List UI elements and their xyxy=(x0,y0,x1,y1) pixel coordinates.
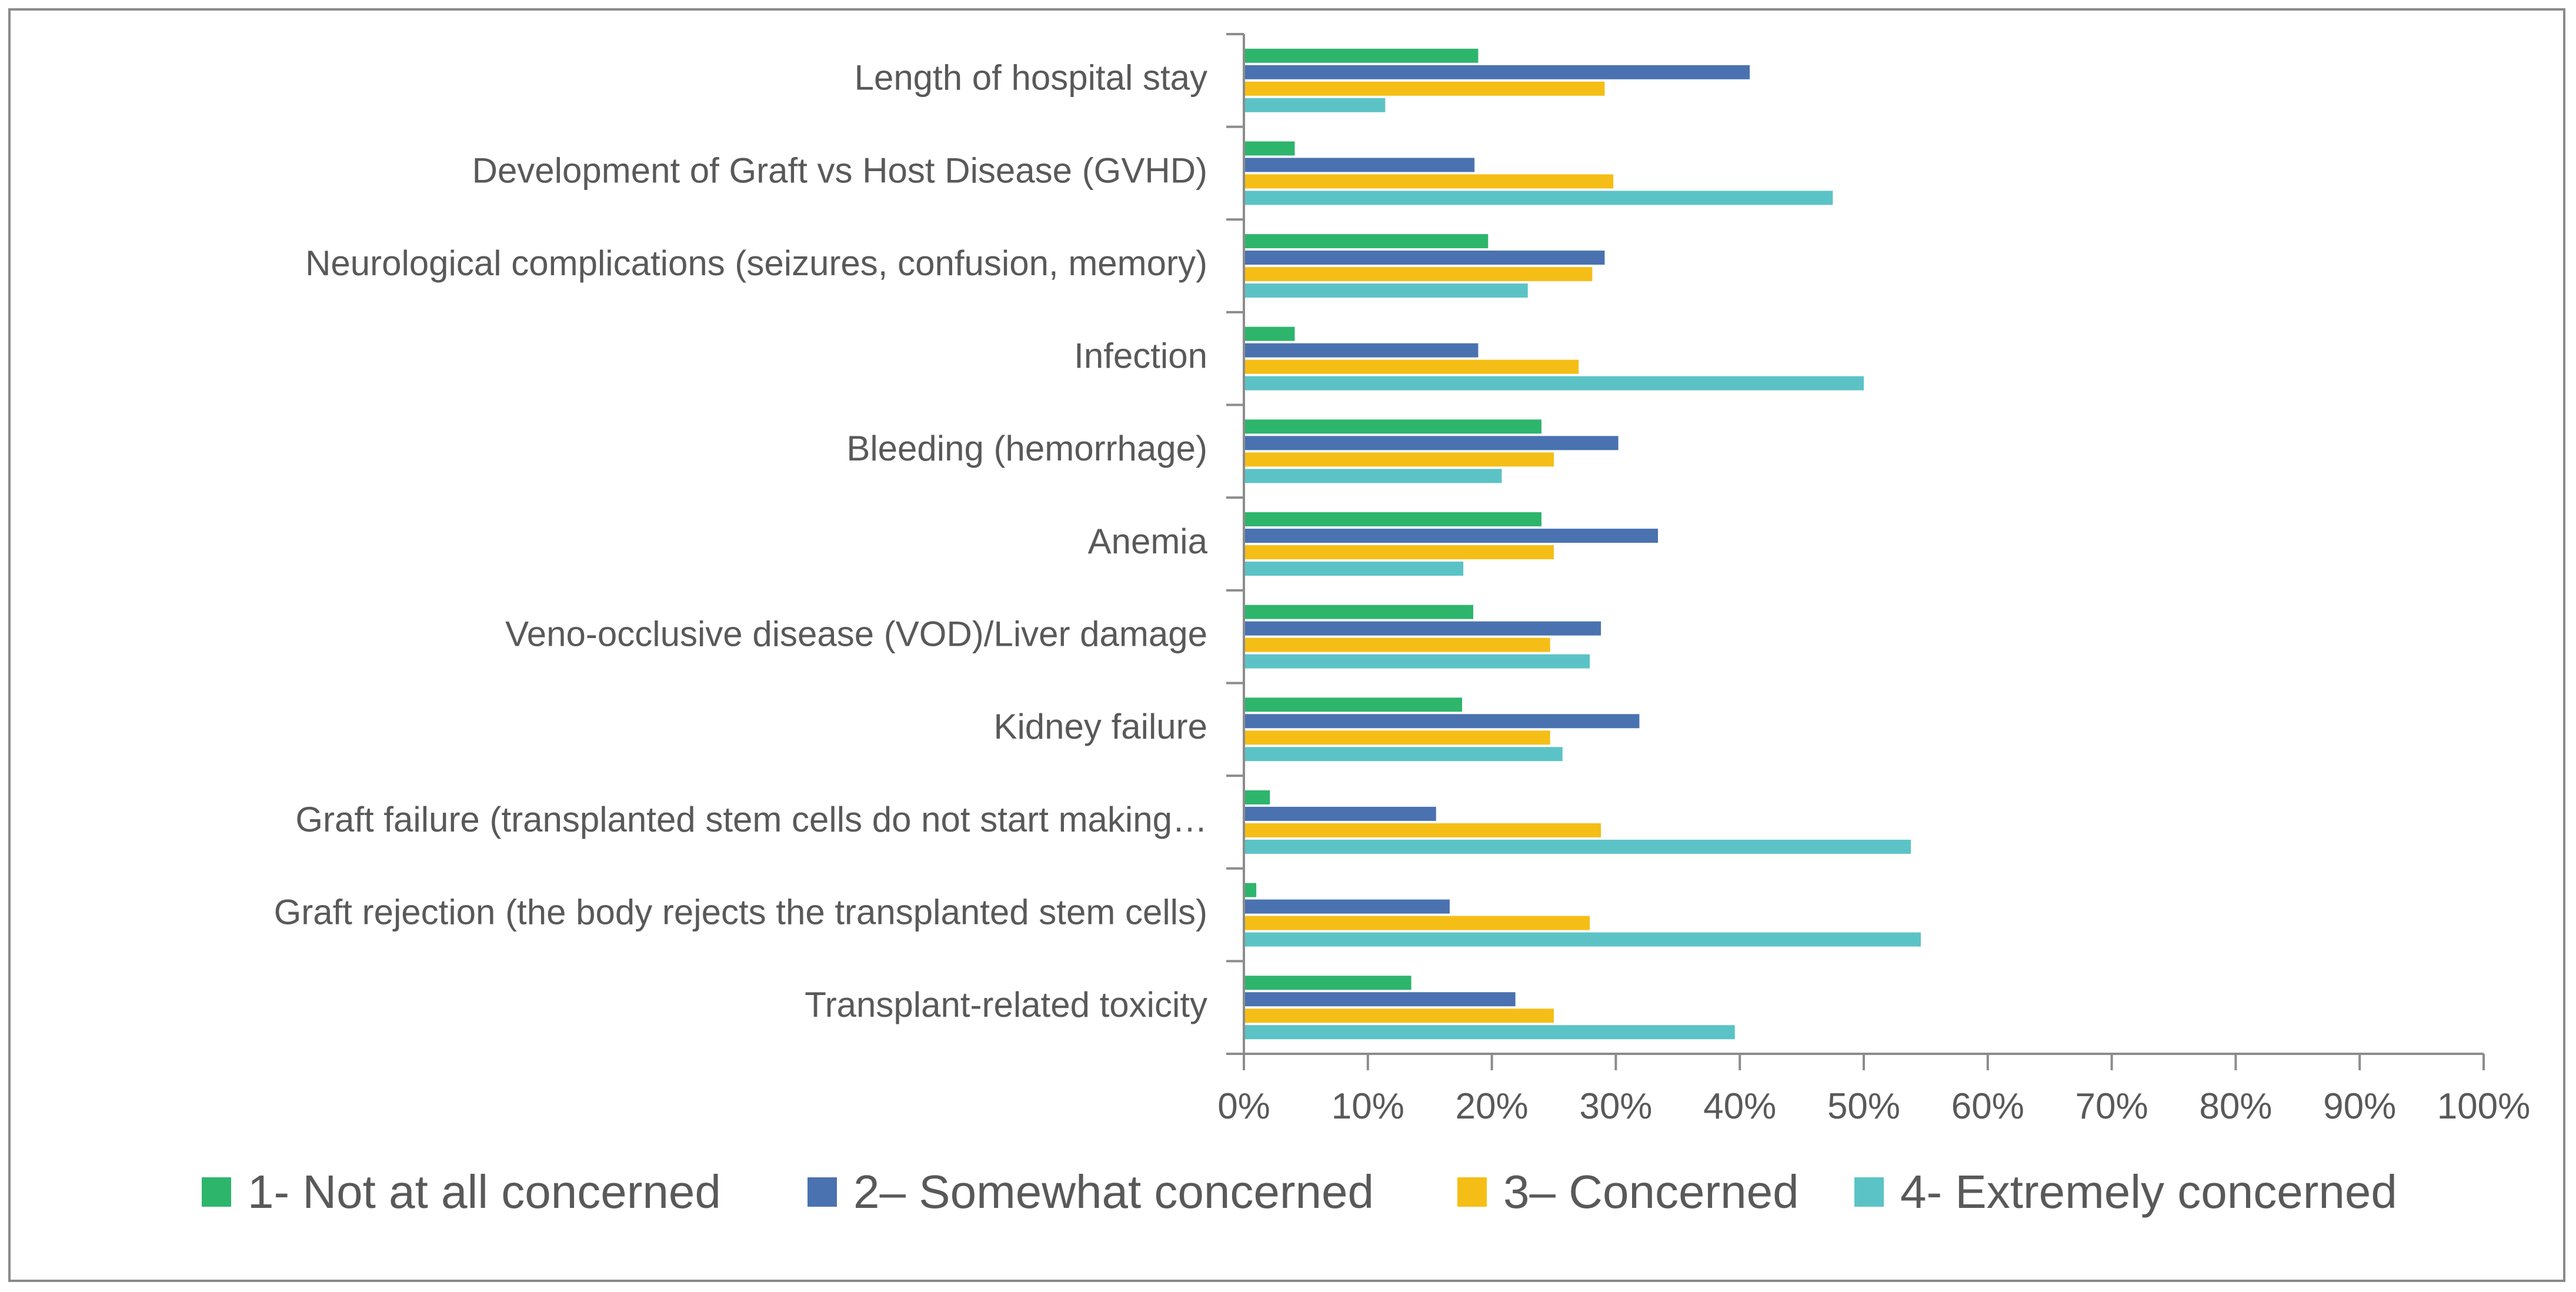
bar-2-9 xyxy=(1244,806,1436,821)
category-label: Bleeding (hemorrhage) xyxy=(846,429,1207,468)
bar-1-4 xyxy=(1244,326,1295,341)
bar-1-1 xyxy=(1244,48,1479,63)
x-tick-label: 0% xyxy=(1217,1086,1270,1127)
bar-3-10 xyxy=(1244,916,1590,930)
legend-swatch-4 xyxy=(1854,1177,1884,1207)
bar-1-2 xyxy=(1244,141,1295,156)
x-tick-label: 90% xyxy=(2323,1086,2396,1127)
legend: 1- Not at all concerned 2– Somewhat conce… xyxy=(202,1166,2397,1218)
legend-swatch-1 xyxy=(202,1177,231,1207)
category-label: Neurological complications (seizures, co… xyxy=(305,243,1207,283)
category-label: Graft failure (transplanted stem cells d… xyxy=(295,800,1207,839)
x-tick-label: 30% xyxy=(1579,1086,1652,1127)
bar-3-1 xyxy=(1244,81,1605,96)
bar-1-5 xyxy=(1244,419,1541,434)
bar-2-6 xyxy=(1244,529,1659,543)
x-tick-label: 70% xyxy=(2076,1086,2148,1127)
bar-3-6 xyxy=(1244,545,1554,559)
x-tick-label: 100% xyxy=(2437,1086,2531,1127)
bars-layer xyxy=(1244,48,1921,1040)
bar-chart: Length of hospital stay Development of Gr… xyxy=(202,33,2531,1218)
bar-3-3 xyxy=(1244,267,1593,282)
bar-1-7 xyxy=(1244,605,1473,619)
category-label: Length of hospital stay xyxy=(855,58,1207,98)
bar-4-4 xyxy=(1244,376,1864,390)
x-tick-label: 20% xyxy=(1456,1086,1529,1127)
bar-1-6 xyxy=(1244,512,1541,526)
bar-4-9 xyxy=(1244,839,1911,854)
category-label: Development of Graft vs Host Disease (GV… xyxy=(472,151,1207,190)
bar-2-1 xyxy=(1244,65,1750,79)
labels-layer: Length of hospital stay Development of Gr… xyxy=(274,58,2531,1127)
bar-2-11 xyxy=(1244,992,1516,1007)
bar-2-7 xyxy=(1244,621,1601,636)
category-label: Transplant-related toxicity xyxy=(805,985,1207,1024)
legend-label-4: 4- Extremely concerned xyxy=(1900,1166,2397,1218)
axes-layer xyxy=(1226,33,2485,1070)
legend-label-2: 2– Somewhat concerned xyxy=(853,1166,1374,1218)
bar-1-11 xyxy=(1244,976,1412,990)
bar-3-2 xyxy=(1244,174,1614,189)
bar-2-8 xyxy=(1244,714,1640,729)
category-label: Infection xyxy=(1074,336,1207,376)
bar-4-6 xyxy=(1244,562,1464,576)
bar-3-9 xyxy=(1244,823,1601,837)
x-tick-label: 10% xyxy=(1332,1086,1404,1127)
bar-4-1 xyxy=(1244,98,1386,112)
bar-4-3 xyxy=(1244,283,1528,298)
bar-1-8 xyxy=(1244,697,1463,712)
legend-label-3: 3– Concerned xyxy=(1503,1166,1799,1218)
category-label: Veno-occlusive disease (VOD)/Liver damag… xyxy=(505,614,1207,653)
bar-1-3 xyxy=(1244,234,1489,249)
bar-4-10 xyxy=(1244,932,1921,947)
bar-4-7 xyxy=(1244,654,1590,669)
bar-3-7 xyxy=(1244,637,1550,652)
bar-2-5 xyxy=(1244,436,1619,450)
bar-2-4 xyxy=(1244,343,1479,358)
bar-4-2 xyxy=(1244,191,1833,205)
category-label: Anemia xyxy=(1088,522,1208,561)
bar-2-2 xyxy=(1244,158,1475,172)
bar-3-11 xyxy=(1244,1009,1554,1023)
bar-4-11 xyxy=(1244,1025,1735,1040)
bar-1-10 xyxy=(1244,883,1257,897)
bar-2-3 xyxy=(1244,251,1605,265)
bar-3-4 xyxy=(1244,359,1579,374)
category-label: Graft rejection (the body rejects the tr… xyxy=(274,892,1207,932)
bar-4-8 xyxy=(1244,747,1563,762)
bar-1-9 xyxy=(1244,790,1270,804)
legend-label-1: 1- Not at all concerned xyxy=(248,1166,721,1218)
bar-2-10 xyxy=(1244,899,1450,914)
bar-4-5 xyxy=(1244,469,1502,483)
bar-3-8 xyxy=(1244,730,1550,745)
legend-swatch-2 xyxy=(807,1177,837,1207)
category-label: Kidney failure xyxy=(993,707,1207,746)
bar-3-5 xyxy=(1244,452,1554,467)
x-tick-label: 60% xyxy=(1951,1086,2024,1127)
x-tick-label: 50% xyxy=(1827,1086,1900,1127)
chart-frame: Length of hospital stay Development of Gr… xyxy=(8,8,2565,1282)
x-tick-label: 40% xyxy=(1703,1086,1776,1127)
legend-swatch-3 xyxy=(1457,1177,1487,1207)
x-tick-label: 80% xyxy=(2199,1086,2272,1127)
